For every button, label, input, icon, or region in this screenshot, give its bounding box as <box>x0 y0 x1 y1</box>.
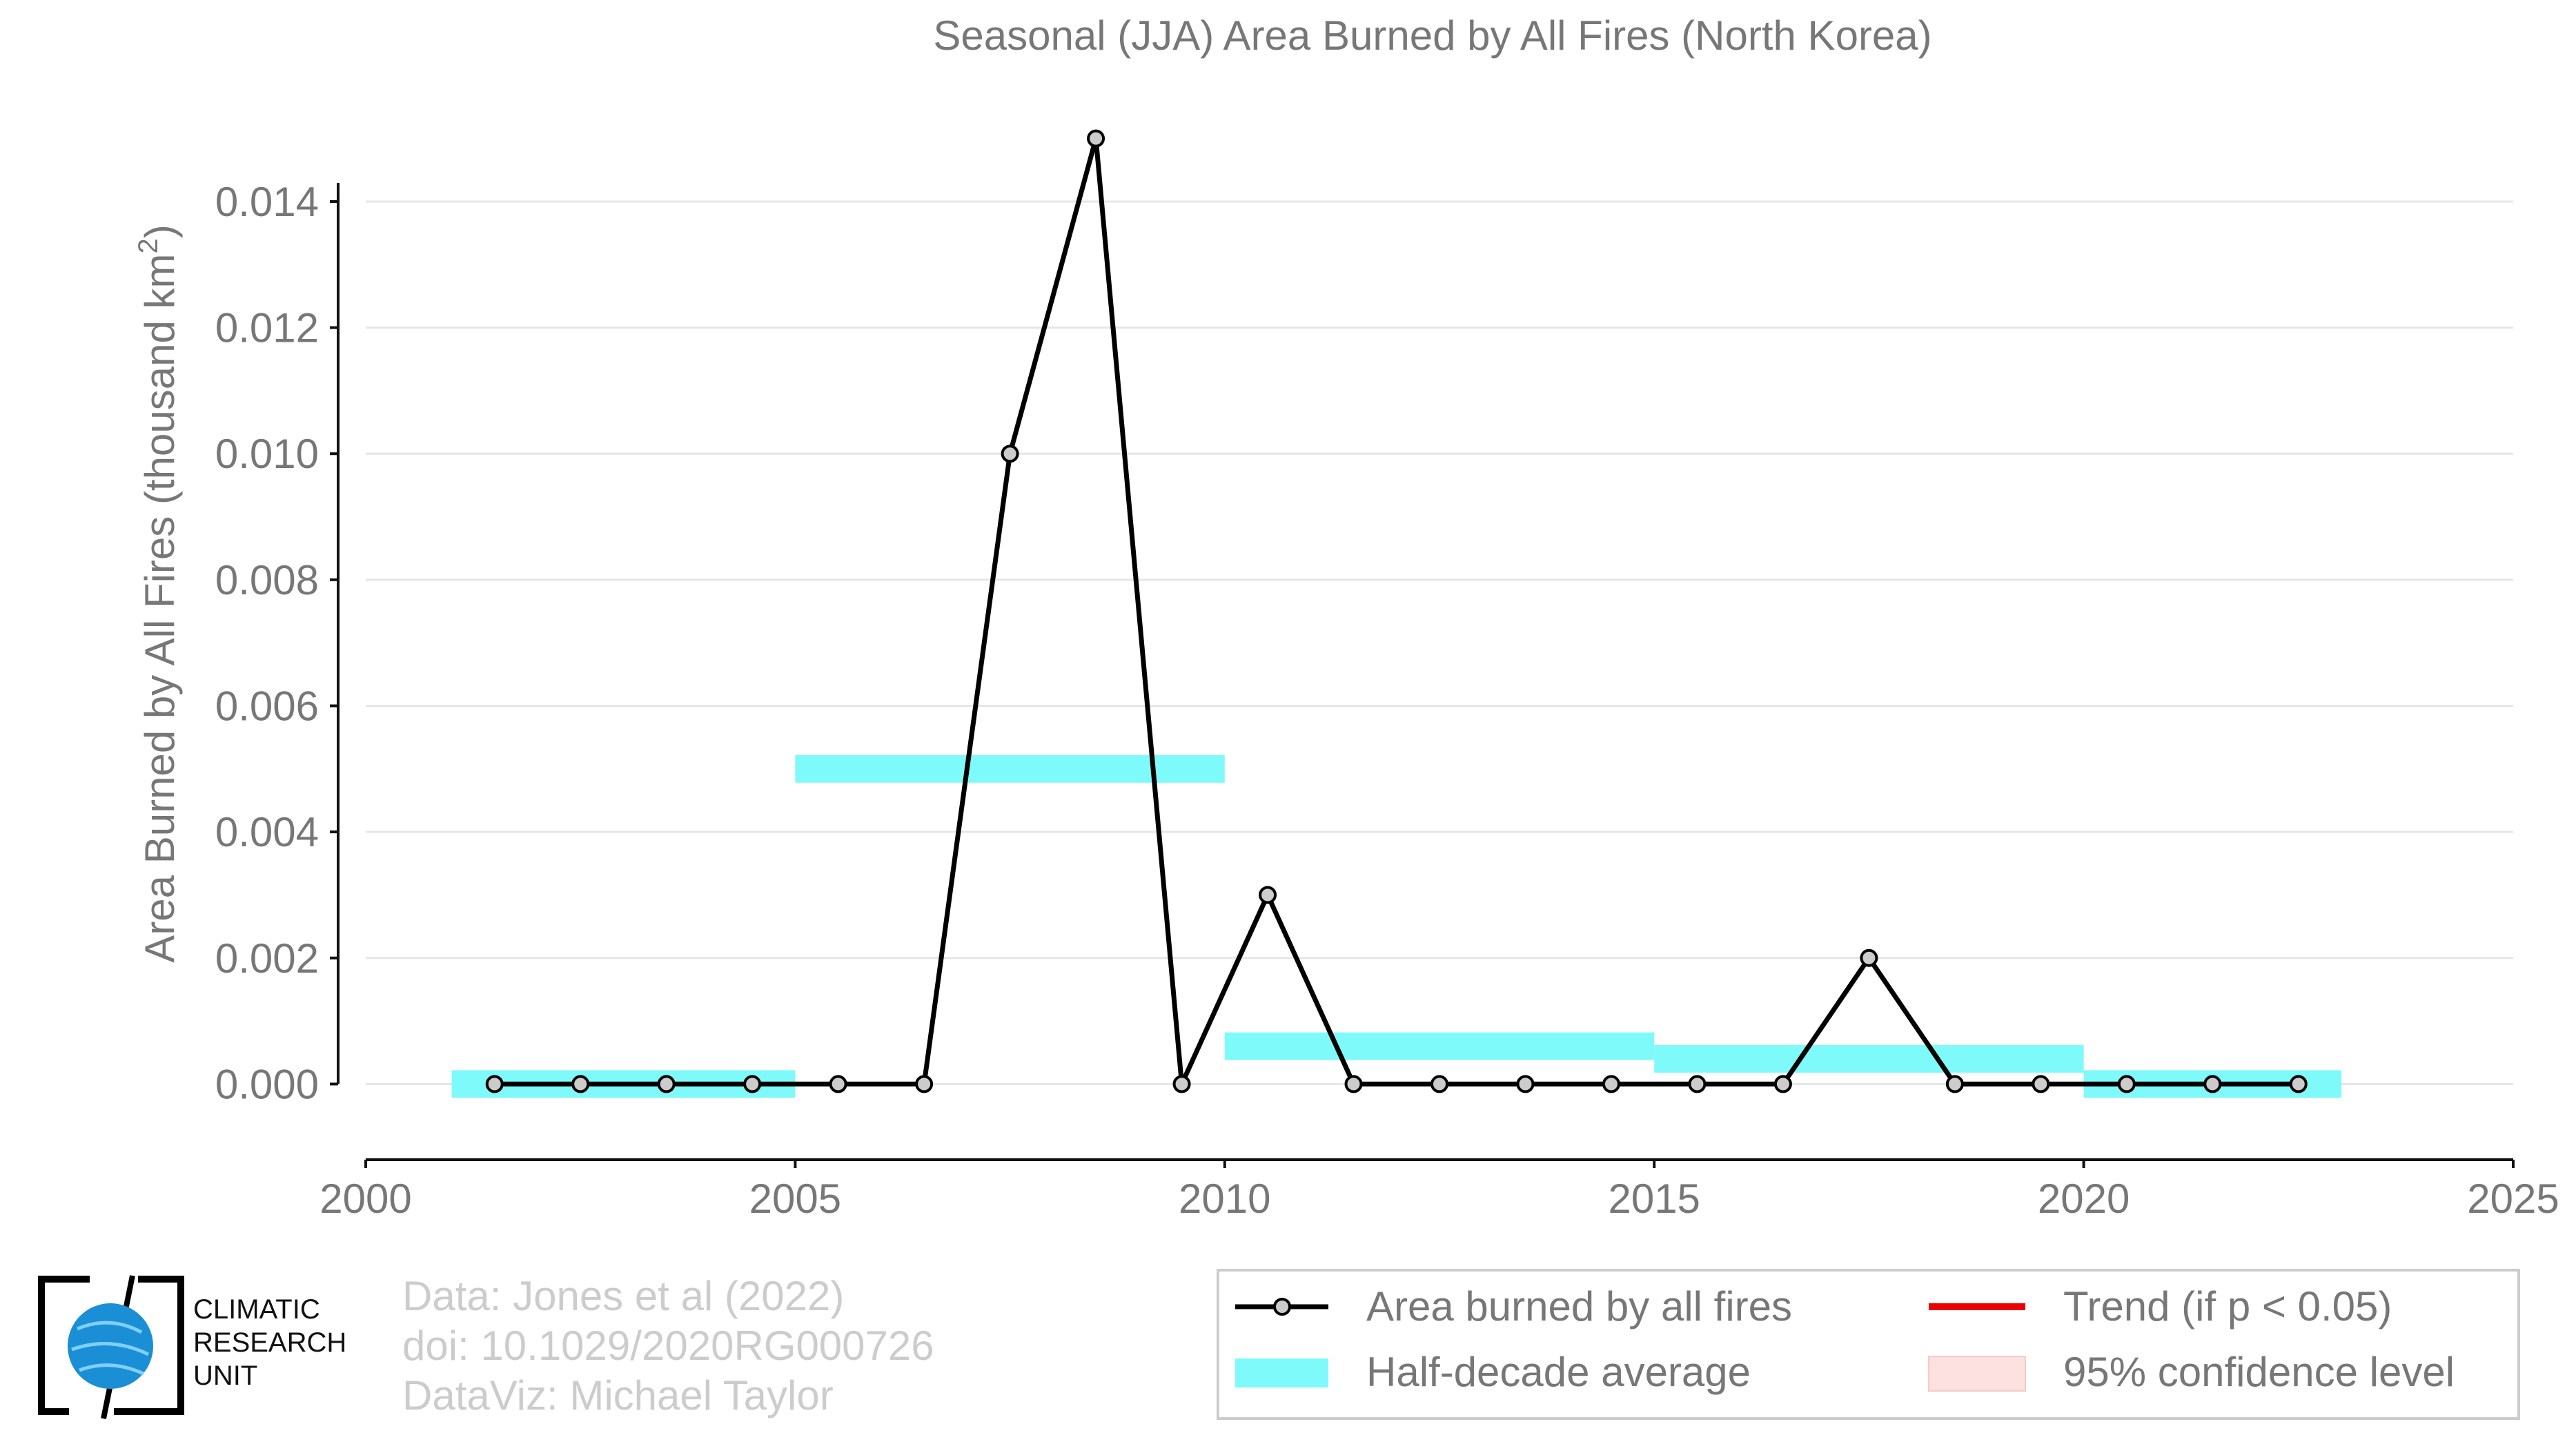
y-tick-label: 0.002 <box>215 935 319 982</box>
legend-frame <box>1217 1269 2520 1420</box>
y-tick-label: 0.010 <box>215 431 319 477</box>
half-decade-bands <box>451 754 2342 1098</box>
cru-logo <box>38 1275 184 1419</box>
x-tick-label: 2010 <box>1179 1176 1270 1222</box>
half-decade-bar <box>1224 1032 1655 1060</box>
half-decade-bar <box>795 754 1225 783</box>
data-point <box>1602 1075 1620 1093</box>
data-point <box>2203 1075 2222 1093</box>
data-point <box>1688 1075 1707 1093</box>
x-tick-label: 2005 <box>749 1176 841 1222</box>
data-point <box>1430 1075 1448 1093</box>
data-point <box>743 1075 762 1093</box>
data-point <box>1773 1075 1792 1093</box>
y-tick-label: 0.008 <box>215 557 319 603</box>
data-point <box>2032 1075 2050 1093</box>
legend-label-half-decade: Half-decade average <box>1366 1349 1751 1395</box>
x-axis: 2000 2005 2010 2015 2020 2025 <box>319 1158 2559 1222</box>
data-point <box>1860 948 1878 967</box>
legend: Area burned by all fires Trend (if p < 0… <box>1217 1269 2520 1420</box>
credit-line-1: Data: Jones et al (2022) <box>402 1273 845 1319</box>
logo-line-1: CLIMATIC <box>193 1294 320 1325</box>
credit-line-2: doi: 10.1029/2020RG000726 <box>402 1323 934 1369</box>
data-point <box>1945 1075 1964 1093</box>
gridlines <box>366 200 2513 1085</box>
data-point <box>1172 1075 1191 1093</box>
credit-line-3: DataViz: Michael Taylor <box>402 1372 834 1419</box>
x-tick-label: 2000 <box>319 1176 411 1222</box>
x-tick-label: 2025 <box>2467 1176 2559 1222</box>
legend-label-trend: Trend (if p < 0.05) <box>2063 1283 2392 1330</box>
data-point <box>1001 445 1019 463</box>
data-point <box>1087 129 1105 148</box>
x-tick-label: 2015 <box>1608 1176 1700 1222</box>
y-tick-label: 0.014 <box>215 179 319 225</box>
legend-label-area-burned: Area burned by all fires <box>1366 1283 1792 1330</box>
data-point <box>657 1075 676 1093</box>
data-point <box>829 1075 847 1093</box>
legend-label-confidence: 95% confidence level <box>2063 1349 2455 1395</box>
data-point <box>1516 1075 1535 1093</box>
x-tick-label: 2020 <box>2038 1176 2130 1222</box>
data-point <box>571 1075 590 1093</box>
logo-frame-icon <box>38 1276 184 1415</box>
half-decade-bar <box>1654 1044 2084 1073</box>
y-tick-label: 0.006 <box>215 683 319 730</box>
legend-swatch-marker <box>1273 1298 1291 1316</box>
data-point <box>2289 1075 2308 1093</box>
series-line <box>494 136 2299 1087</box>
y-tick-label: 0.012 <box>215 305 319 351</box>
data-point <box>915 1075 934 1093</box>
data-point <box>1344 1075 1363 1093</box>
data-credits: Data: Jones et al (2022) doi: 10.1029/20… <box>402 1272 934 1421</box>
legend-swatch-confidence <box>1928 1356 2026 1392</box>
y-axis-label: Area Burned by All Fires (thousand km2) <box>133 224 183 962</box>
data-point <box>2117 1075 2136 1093</box>
data-series <box>485 129 2308 1093</box>
logo-line-2: RESEARCH <box>193 1327 347 1358</box>
logo-line-3: UNIT <box>193 1361 258 1391</box>
y-axis: 0.000 0.002 0.004 0.006 0.008 0.010 0.012 0.014 <box>215 179 340 1107</box>
data-point <box>485 1075 504 1093</box>
y-tick-label: 0.004 <box>215 809 319 855</box>
data-point <box>1259 886 1277 904</box>
cru-logo-text: CLIMATIC RESEARCH UNIT <box>193 1293 346 1392</box>
legend-swatch-half-decade <box>1235 1359 1328 1387</box>
globe-swirl-icon <box>71 1321 150 1376</box>
chart-title: Seasonal (JJA) Area Burned by All Fires … <box>933 12 1931 59</box>
y-tick-label: 0.000 <box>215 1061 319 1107</box>
